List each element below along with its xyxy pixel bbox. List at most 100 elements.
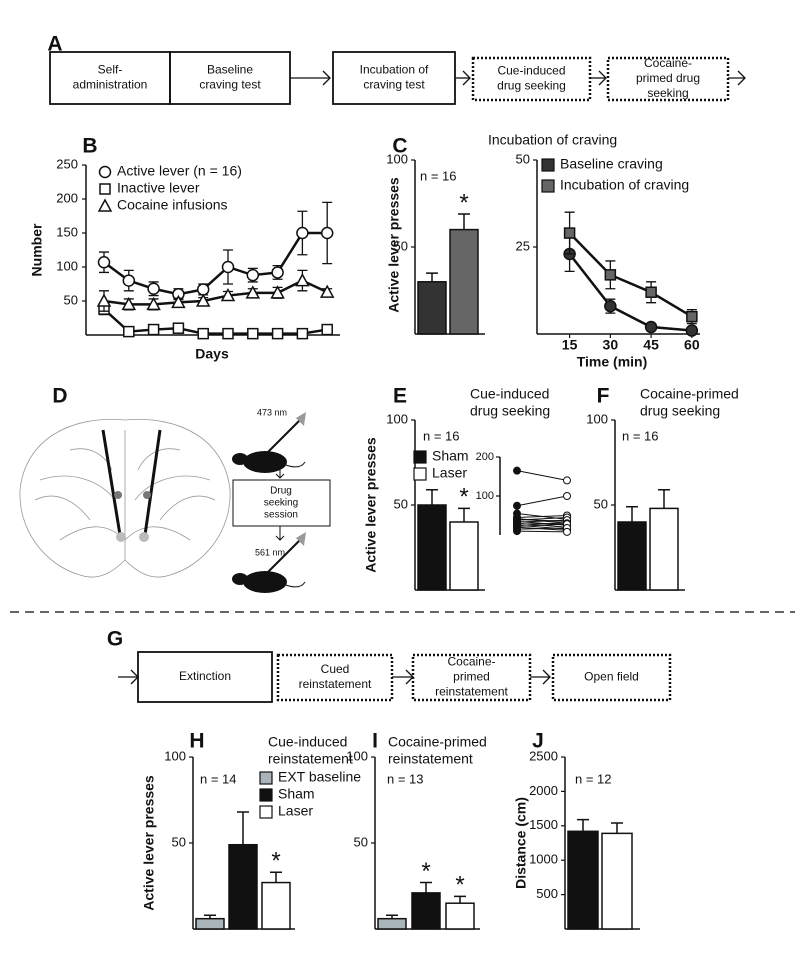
series-line — [568, 232, 693, 318]
legend-label: Laser — [278, 803, 313, 819]
marker — [147, 323, 160, 336]
flow-arrowhead — [542, 669, 551, 685]
significance-star: * — [271, 848, 280, 875]
point — [563, 492, 571, 500]
legend-label: EXT baseline — [278, 769, 361, 785]
marker — [604, 299, 617, 313]
y-tick-label: 100 — [164, 748, 186, 763]
chart-title: reinstatement — [388, 751, 473, 767]
significance-star: * — [459, 189, 468, 216]
y-tick-label: 1500 — [529, 817, 558, 832]
bar — [449, 228, 479, 335]
y-tick-label: 100 — [386, 151, 408, 166]
marker — [146, 296, 161, 311]
chart-title: Cue-induced — [470, 386, 549, 402]
pair-line — [516, 516, 568, 521]
error-bar — [386, 914, 398, 919]
bar — [445, 902, 475, 930]
error-bar — [626, 505, 638, 522]
pair-line — [516, 522, 568, 525]
bar — [649, 507, 679, 591]
bar — [411, 892, 441, 930]
bar — [449, 521, 479, 591]
legend-swatch — [541, 158, 555, 172]
marker — [196, 283, 210, 296]
error-bar — [458, 507, 470, 522]
point — [513, 501, 521, 510]
error-bar — [658, 488, 670, 509]
y-tick-label: 100 — [346, 748, 368, 763]
legend-label: Active lever (n = 16) — [117, 163, 242, 179]
flow-label: drug seeking — [497, 79, 566, 93]
marker — [121, 296, 137, 311]
marker — [222, 327, 234, 340]
legend-swatch — [413, 450, 427, 464]
legend-label: Incubation of craving — [560, 177, 689, 193]
point — [513, 466, 521, 475]
flow-arrowhead — [462, 70, 471, 86]
series-line — [103, 231, 328, 296]
panel-letter: G — [107, 628, 123, 651]
flow-label: Cued — [321, 662, 350, 676]
x-axis-label: Time (min) — [577, 354, 648, 370]
bar — [417, 281, 447, 335]
bar — [567, 830, 599, 930]
panel-letter: B — [82, 135, 97, 158]
flow-label: Baseline — [207, 63, 253, 77]
chart-title: Incubation of craving — [488, 132, 617, 148]
error-bar — [577, 818, 589, 832]
flow-label: administration — [73, 78, 148, 92]
brain-diagram — [19, 418, 231, 578]
marker — [604, 269, 617, 281]
wavelength-label: 561 nm — [255, 547, 285, 557]
y-tick-label: 2500 — [529, 748, 558, 763]
y-tick-label: 50 — [354, 834, 368, 849]
marker — [295, 273, 310, 287]
flow-label: primed — [453, 670, 490, 684]
flow-label: Open field — [584, 670, 639, 684]
annotation: n = 16 — [420, 168, 457, 183]
flow-label: Self- — [98, 63, 123, 77]
marker — [171, 294, 186, 309]
legend-label: Laser — [432, 465, 467, 481]
marker — [685, 324, 699, 337]
legend-marker — [97, 198, 113, 212]
pair-line — [516, 527, 568, 530]
flow-arrowhead — [322, 70, 331, 86]
y-tick-label: 200 — [56, 190, 78, 205]
marker — [197, 327, 209, 340]
pair-line — [516, 523, 568, 527]
error-bar — [270, 871, 282, 883]
pair-line — [516, 519, 568, 523]
marker — [96, 293, 112, 307]
flow-arrowhead — [130, 669, 139, 685]
y-axis-label: Active lever presses — [141, 775, 157, 911]
marker — [563, 227, 576, 239]
legend-label: Sham — [432, 448, 469, 464]
optic-fibers — [101, 429, 162, 542]
marker — [296, 226, 309, 240]
marker — [270, 285, 285, 299]
marker — [296, 327, 309, 340]
error-bar — [454, 895, 466, 904]
significance-star: * — [455, 872, 464, 899]
marker — [220, 287, 236, 302]
point — [563, 476, 571, 485]
legend-marker — [99, 183, 111, 195]
flow-label: Incubation of — [360, 63, 429, 77]
error-bar — [426, 272, 438, 282]
y-tick-label: 50 — [594, 496, 608, 511]
marker — [247, 327, 259, 340]
error-bar — [204, 914, 216, 919]
marker — [122, 274, 136, 287]
session-label: session — [264, 510, 298, 521]
y-tick-label: 50 — [394, 496, 408, 511]
legend-marker — [98, 165, 112, 179]
bar — [261, 881, 291, 930]
panel-letter: E — [393, 385, 407, 408]
bar — [617, 521, 647, 591]
marker — [195, 293, 211, 307]
series-line — [103, 308, 328, 335]
significance-star: * — [459, 484, 468, 511]
